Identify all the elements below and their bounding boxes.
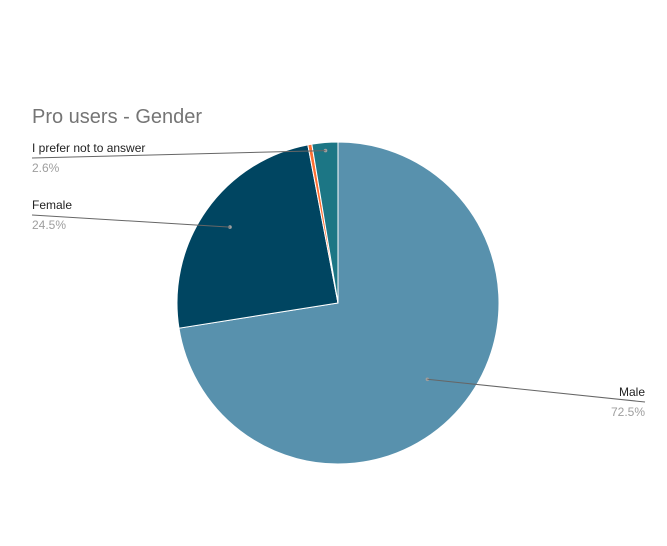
slice-label-male: Male: [619, 385, 645, 399]
pie-slice-female: [176, 144, 339, 329]
pie-slice-i-prefer-not-to-answer: [311, 141, 339, 304]
slice-label-i-prefer-not-to-answer: I prefer not to answer: [32, 141, 145, 155]
slice-value-i-prefer-not-to-answer: 2.6%: [32, 161, 60, 175]
slice-label-female: Female: [32, 198, 72, 212]
leader-line: [427, 378, 646, 403]
leader-line: [31, 214, 231, 228]
leader-line: [31, 150, 326, 159]
slice-value-male: 72.5%: [611, 405, 645, 419]
chart-title: Pro users - Gender: [32, 106, 203, 128]
pie-slice-male: [178, 141, 500, 465]
slice-value-female: 24.5%: [32, 218, 66, 232]
